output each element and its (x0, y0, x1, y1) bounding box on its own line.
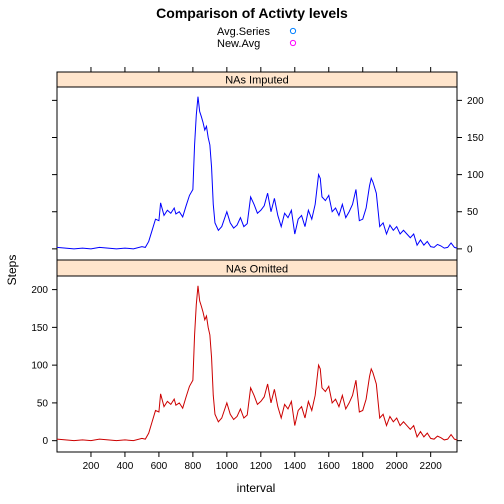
panel-frame (57, 276, 457, 452)
x-tick-label: 600 (151, 461, 168, 472)
panel-1: NAs Imputed 0 50 100 150 200 (52, 72, 484, 260)
x-tick-label: 1200 (250, 461, 273, 472)
x-axis-label: interval (237, 481, 276, 495)
y-tick-label: 0 (467, 244, 473, 255)
legend-marker-avg-series (290, 28, 295, 33)
x-tick-label: 200 (83, 461, 100, 472)
x-tick-label: 2200 (420, 461, 443, 472)
y-tick-label: 200 (31, 285, 48, 296)
y-axis-label: Steps (5, 255, 19, 286)
x-tick-label: 1400 (284, 461, 307, 472)
y-tick-label: 150 (31, 323, 48, 334)
legend: Avg.Series New.Avg (217, 26, 296, 50)
y-tick-label: 100 (467, 170, 484, 181)
legend-label-new-avg: New.Avg (217, 38, 260, 50)
x-tick-label: 400 (117, 461, 134, 472)
x-tick-label: 1800 (352, 461, 375, 472)
panels: NAs Imputed 0 50 100 150 200 NAs Omitted 0 50 100… (31, 72, 484, 452)
chart-title: Comparison of Activty levels (156, 5, 348, 21)
y-tick-label: 0 (42, 436, 48, 447)
panel-frame (57, 87, 457, 260)
legend-label-avg-series: Avg.Series (217, 26, 270, 38)
series-line (57, 97, 457, 249)
y-tick-label: 50 (467, 207, 479, 218)
panel-strip-label: NAs Imputed (225, 75, 289, 87)
series-line (57, 286, 457, 441)
y-tick-label: 150 (467, 133, 484, 144)
x-tick-label: 1600 (318, 461, 341, 472)
x-tick-label: 800 (185, 461, 202, 472)
x-tick-label: 2000 (386, 461, 409, 472)
panel-strip-label: NAs Omitted (226, 264, 288, 276)
y-tick-label: 100 (31, 361, 48, 372)
y-tick-label: 200 (467, 96, 484, 107)
panel-2: NAs Omitted 0 50 100 150 200 (31, 260, 462, 452)
x-tick-label: 1000 (216, 461, 239, 472)
legend-marker-new-avg (290, 40, 295, 45)
y-tick-label: 50 (37, 398, 49, 409)
